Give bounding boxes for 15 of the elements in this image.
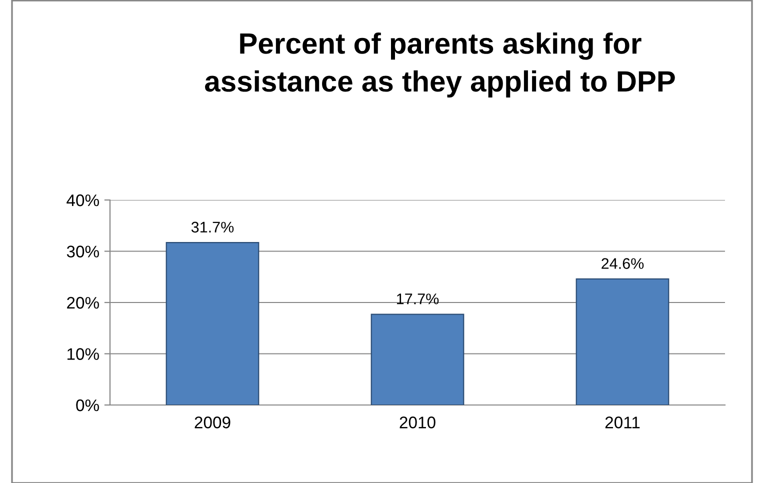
y-tick-label: 20% [67,296,99,309]
y-tick-label: 10% [67,348,99,360]
data-label: 17.7% [397,294,439,304]
x-tick-label: 2009 [194,416,230,428]
bar [166,242,260,405]
data-label: 24.6% [602,258,644,269]
y-tick-label: 0% [76,399,99,412]
x-tick-label: 2011 [605,416,640,428]
bar [576,278,670,405]
x-tick-label: 2010 [400,416,436,428]
y-tick-label: 30% [66,246,99,258]
chart-title: Percent of parents asking for assistance as they applied to DPP [205,32,675,98]
bar [370,314,464,405]
y-tick-label: 40% [66,194,99,206]
data-label: 31.7% [191,222,234,233]
